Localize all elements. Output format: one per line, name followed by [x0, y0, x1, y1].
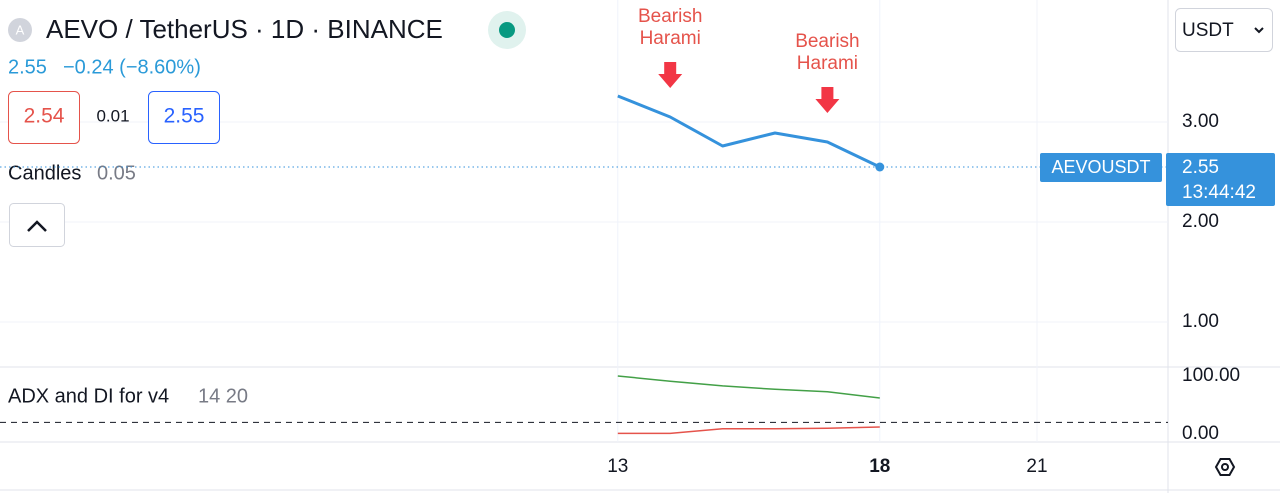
spread: 0.01 — [96, 106, 129, 125]
x-tick-label: 21 — [1026, 456, 1047, 477]
settings-icon[interactable] — [1214, 458, 1236, 476]
currency-label[interactable]: USDT — [1182, 20, 1234, 41]
price-tag-price: 2.55 — [1182, 157, 1219, 178]
indicator-title: ADX and DI for v4 — [8, 385, 169, 407]
price-tag — [1166, 153, 1275, 206]
last-price: 2.55 — [8, 56, 47, 78]
price-tag-countdown: 13:44:42 — [1182, 182, 1256, 203]
series-line — [617, 426, 880, 435]
market-status-dot — [499, 22, 515, 38]
dropdown-chevron — [1254, 27, 1264, 34]
settings-icon-center — [1221, 463, 1229, 471]
x-tick-label: 13 — [607, 456, 628, 477]
ask-price[interactable]: 2.55 — [164, 105, 205, 128]
currency-dropdown[interactable] — [1175, 8, 1273, 52]
series-line — [617, 94, 881, 169]
symbol-tag-text: AEVOUSDT — [1051, 157, 1150, 177]
collapse-icon — [27, 220, 47, 232]
buy-button[interactable] — [148, 91, 220, 144]
legend-name: Candles — [8, 162, 81, 184]
legend-value: 0.05 — [97, 162, 136, 184]
annotation-arrow — [815, 87, 840, 113]
symbol-title[interactable]: AEVO / TetherUS · 1D · BINANCE — [46, 14, 443, 44]
collapse-button[interactable] — [9, 203, 65, 247]
y-tick-label: 3.00 — [1182, 111, 1219, 132]
indicator-params: 14 20 — [198, 385, 248, 407]
bid-price[interactable]: 2.54 — [24, 105, 65, 128]
annotation-arrow — [658, 62, 683, 88]
annotation-text: Harami — [640, 28, 701, 49]
y-tick-label: 1.00 — [1182, 311, 1219, 332]
annotation-text: Harami — [797, 53, 858, 74]
y-tick-label: 2.00 — [1182, 211, 1219, 232]
x-tick-label: 18 — [869, 456, 890, 477]
last-point — [875, 162, 885, 172]
y-tick-label: 100.00 — [1182, 365, 1240, 386]
symbol-tag — [1040, 153, 1162, 182]
series-line — [617, 375, 880, 399]
annotation-text: Bearish — [638, 6, 702, 27]
symbol-badge-text: A — [16, 22, 25, 37]
annotation-text: Bearish — [795, 31, 859, 52]
sell-button[interactable] — [8, 91, 80, 144]
y-tick-label: 0.00 — [1182, 423, 1219, 444]
price-change: −0.24 (−8.60%) — [63, 56, 201, 78]
symbol-badge — [8, 18, 32, 42]
